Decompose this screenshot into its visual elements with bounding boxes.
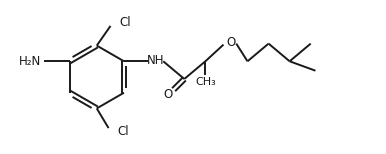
Text: O: O — [227, 36, 236, 49]
Text: NH: NH — [147, 54, 164, 67]
Text: O: O — [163, 88, 173, 101]
Text: H₂N: H₂N — [19, 55, 41, 68]
Text: Cl: Cl — [119, 16, 131, 28]
Text: Cl: Cl — [117, 126, 129, 138]
Text: CH₃: CH₃ — [195, 77, 216, 87]
